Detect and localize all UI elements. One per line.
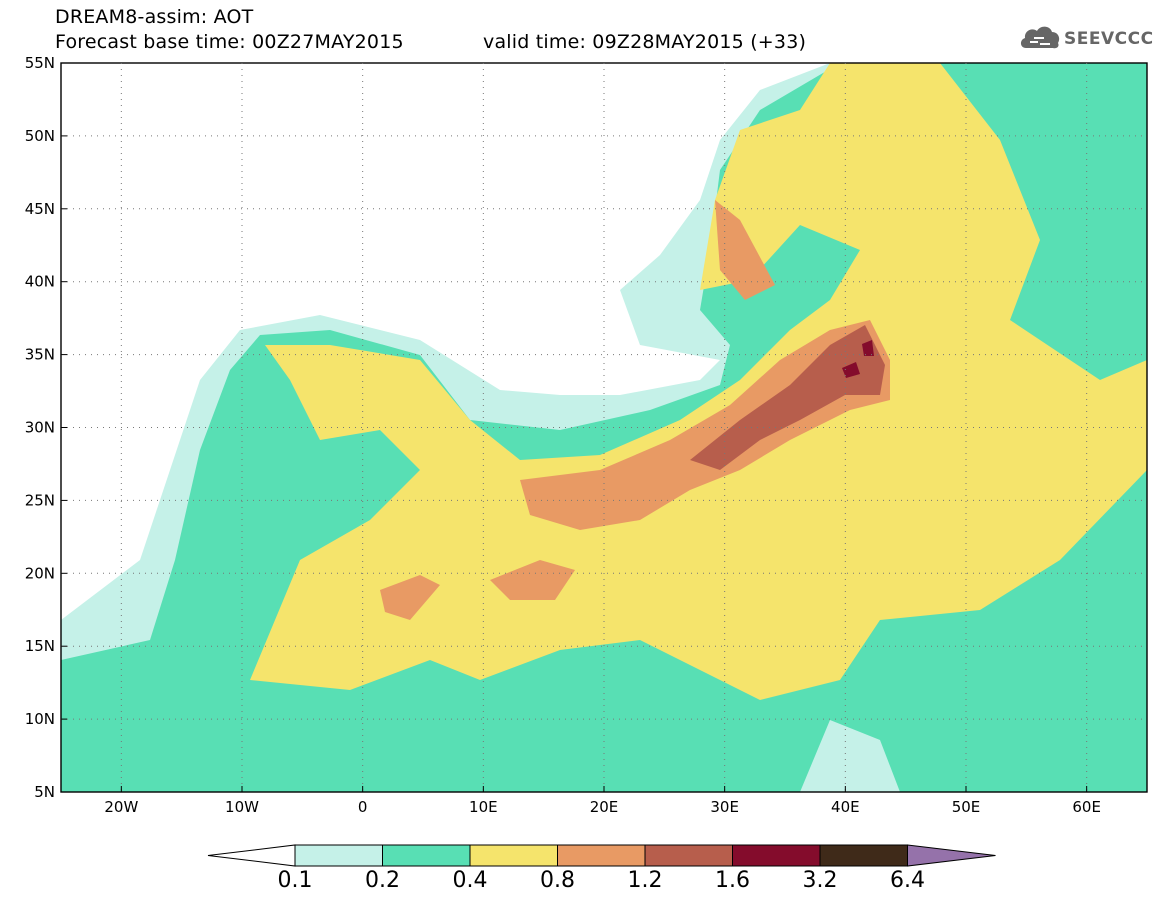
lon-label: 20E — [590, 798, 619, 816]
colorbar-swatch — [294, 844, 383, 867]
colorbar-label: 3.2 — [802, 868, 838, 893]
gridlines — [61, 62, 1147, 793]
lon-label: 50E — [952, 798, 981, 816]
map-title: DREAM8-assim: AOT — [55, 6, 254, 28]
colorbar-low-arrow — [207, 844, 296, 867]
lat-label: 55N — [25, 54, 55, 72]
aot-contour-1.2 — [690, 325, 885, 470]
colorbar-label: 1.2 — [627, 868, 663, 893]
lon-label: 10W — [225, 798, 259, 816]
aot-field — [61, 63, 1147, 792]
lat-label: 35N — [25, 346, 55, 364]
colorbar-swatch — [382, 844, 471, 867]
colorbar-label: 0.1 — [277, 868, 313, 893]
valid-time: valid time: 09Z28MAY2015 (+33) — [483, 31, 807, 53]
lon-label: 20W — [104, 798, 138, 816]
colorbar-swatch — [469, 844, 558, 867]
latitude-labels: 55N 50N 45N 40N 35N 30N 25N 20N 15N 10N 5N — [25, 54, 55, 801]
colorbar-label: 1.6 — [715, 868, 750, 893]
lon-label: 40E — [831, 798, 860, 816]
lat-label: 25N — [25, 491, 55, 509]
cloud-logo-icon — [1020, 26, 1060, 49]
logo-text: SEEVCCC — [1064, 29, 1154, 49]
lon-label: 30E — [710, 798, 739, 816]
lat-label: 30N — [25, 419, 55, 437]
colorbar — [207, 844, 996, 867]
aot-contour-0.4 — [250, 63, 1147, 700]
colorbar-high-arrow — [907, 844, 996, 867]
colorbar-label: 0.8 — [540, 868, 575, 893]
forecast-base-time: Forecast base time: 00Z27MAY2015 — [55, 31, 404, 53]
lat-label: 5N — [34, 783, 55, 801]
lon-label: 60E — [1072, 798, 1101, 816]
lat-label: 40N — [25, 273, 55, 291]
lat-label: 50N — [25, 127, 55, 145]
lat-label: 15N — [25, 637, 55, 655]
lat-label: 10N — [25, 710, 55, 728]
colorbar-label: 0.4 — [452, 868, 488, 893]
lat-label: 45N — [25, 200, 55, 218]
lat-label: 20N — [25, 564, 55, 582]
lon-label: 0 — [358, 798, 368, 816]
colorbar-swatch — [644, 844, 733, 867]
colorbar-swatch — [732, 844, 821, 867]
colorbar-label: 0.2 — [365, 868, 400, 893]
colorbar-label: 6.4 — [890, 868, 925, 893]
longitude-labels: 20W 10W 0 10E 20E 30E 40E 50E 60E — [104, 798, 1101, 816]
lon-label: 10E — [469, 798, 498, 816]
colorbar-swatch — [557, 844, 646, 867]
seevccc-logo: SEEVCCC — [1018, 22, 1158, 58]
aot-contour-1.6 — [842, 362, 860, 378]
aot-contour-0.8 — [520, 320, 890, 530]
colorbar-swatch — [819, 844, 908, 867]
